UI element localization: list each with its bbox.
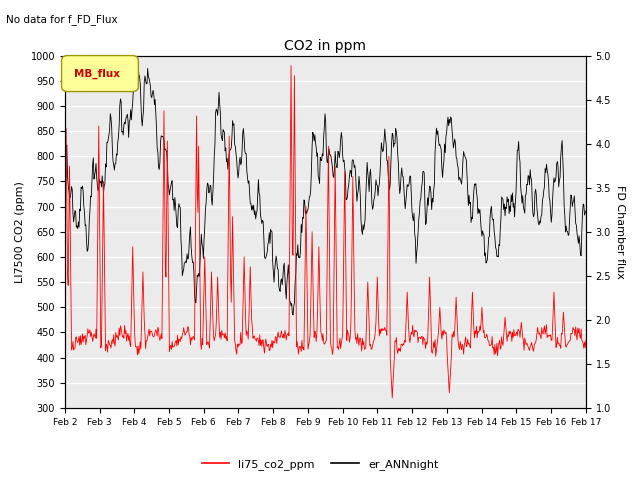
Title: CO2 in ppm: CO2 in ppm [284,39,366,53]
Y-axis label: FD Chamber flux: FD Chamber flux [615,185,625,279]
Text: MB_flux: MB_flux [74,69,120,79]
Legend: li75_co2_ppm, er_ANNnight: li75_co2_ppm, er_ANNnight [197,455,443,474]
Y-axis label: LI7500 CO2 (ppm): LI7500 CO2 (ppm) [15,181,25,283]
Text: No data for f_FD_Flux: No data for f_FD_Flux [6,14,118,25]
